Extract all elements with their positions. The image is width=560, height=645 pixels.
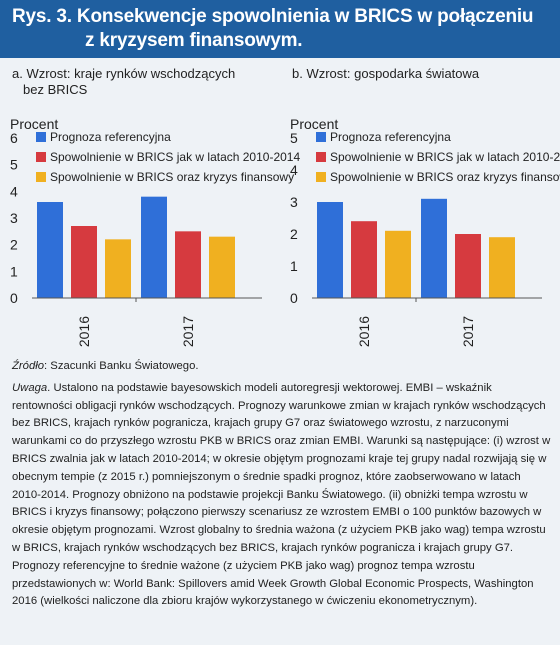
chart-a: a. Wzrost: kraje rynków wschodzących bez… [0,58,300,348]
chart-a-subtitle-line-1: a. Wzrost: kraje rynków wschodzących [12,66,236,81]
chart-a-ytick-label-1: 1 [10,263,18,279]
chart-b-legend-swatch-0 [316,132,326,142]
chart-a-bar-2017-series-2 [209,236,235,298]
chart-a-ytick-label-3: 3 [10,210,18,226]
chart-a-category-label-1: 2017 [180,316,196,347]
chart-a-bar-2016-series-2 [105,239,131,298]
chart-b-ytick-label-0: 0 [290,290,298,306]
figure-title-line-2: z kryzysem finansowym. [85,30,303,51]
chart-b-ytick-label-1: 1 [290,258,298,274]
chart-b-legend-label-2: Spowolnienie w BRICS oraz kryzys finanso… [330,170,560,184]
chart-b-legend-swatch-2 [316,172,326,182]
chart-b-ylabel: Procent [290,116,339,132]
figure-notes: Źródło: Szacunki Banku Światowego. Uwaga… [12,358,552,611]
chart-b-ytick-label-5: 5 [290,130,298,146]
chart-b-category-label-1: 2017 [460,316,476,347]
chart-a-ylabel: Procent [10,116,59,132]
chart-b: b. Wzrost: gospodarka światowa Procent 0… [280,58,560,348]
chart-b-plot: 0 1 2 3 4 5 2016 2017 Prognoza referencyjna Spowo… [290,130,560,347]
chart-a-ytick-label-0: 0 [10,290,18,306]
chart-a-legend-swatch-2 [36,172,46,182]
method-note: Uwaga. Ustalono na podstawie bayesowskic… [12,380,552,611]
chart-b-category-label-0: 2016 [356,316,372,347]
chart-a-ytick-label-2: 2 [10,237,18,253]
chart-b-bar-2016-series-2 [385,230,411,298]
chart-b-ytick-label-3: 3 [290,194,298,210]
chart-a-ytick-label-5: 5 [10,157,18,173]
chart-b-legend-swatch-1 [316,152,326,162]
source-note: Źródło: Szacunki Banku Światowego. [12,358,552,376]
chart-a-legend-label-1: Spowolnienie w BRICS jak w latach 2010-2… [50,150,300,164]
chart-a-legend-swatch-0 [36,132,46,142]
chart-a-category-label-0: 2016 [76,316,92,347]
chart-a-legend-swatch-1 [36,152,46,162]
chart-b-bar-2017-series-1 [455,234,481,298]
chart-b-bar-2016-series-0 [317,202,343,298]
chart-a-bar-2017-series-1 [175,231,201,298]
chart-b-bar-2017-series-0 [421,198,447,298]
source-text: : Szacunki Banku Światowego. [44,360,199,372]
chart-a-bar-2017-series-0 [141,196,167,298]
figure-header: Rys. 3. Konsekwencje spowolnienia w BRIC… [0,0,560,58]
note-label: Uwaga [12,381,48,394]
chart-a-legend-label-2: Spowolnienie w BRICS oraz kryzys finanso… [50,170,294,184]
chart-b-ytick-label-2: 2 [290,226,298,242]
chart-a-ytick-label-4: 4 [10,183,18,199]
chart-b-bar-2017-series-2 [489,237,515,298]
chart-b-subtitle-line-1: b. Wzrost: gospodarka światowa [292,66,480,81]
chart-b-bar-2016-series-1 [351,221,377,298]
source-label: Źródło [12,360,45,372]
chart-b-legend-label-1: Spowolnienie w BRICS jak w latach 2010-2… [330,150,560,164]
chart-a-plot: 0 1 2 3 4 5 6 2016 2017 Prognoza referencyjna Spow… [10,130,300,347]
chart-a-bar-2016-series-1 [71,226,97,298]
figure-title-line-1: Rys. 3. Konsekwencje spowolnienia w BRIC… [12,6,534,27]
chart-b-subtitle: b. Wzrost: gospodarka światowa [292,66,479,82]
chart-a-subtitle-line-2: bez BRICS [23,82,88,97]
chart-b-legend-label-0: Prognoza referencyjna [330,130,451,144]
note-text: . Ustalono na podstawie bayesowskich mod… [12,381,551,608]
chart-a-subtitle: a. Wzrost: kraje rynków wschodzących bez… [12,66,235,98]
chart-a-legend-label-0: Prognoza referencyjna [50,130,171,144]
figure-body [0,58,560,645]
chart-b-ytick-label-4: 4 [290,162,298,178]
chart-a-ytick-label-6: 6 [10,130,18,146]
chart-a-bar-2016-series-0 [37,202,63,298]
